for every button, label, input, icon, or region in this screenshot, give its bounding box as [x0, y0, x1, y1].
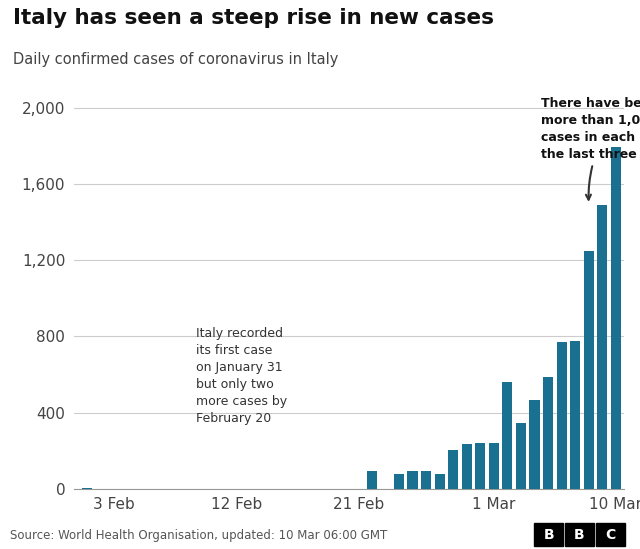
Bar: [502, 382, 513, 489]
Bar: [448, 450, 458, 489]
Bar: [394, 474, 404, 489]
Text: Source: World Health Organisation, updated: 10 Mar 06:00 GMT: Source: World Health Organisation, updat…: [10, 529, 387, 542]
Text: There have been
more than 1,000
cases in each of
the last three days: There have been more than 1,000 cases in…: [541, 97, 640, 200]
Bar: [476, 443, 485, 489]
Text: Daily confirmed cases of coronavirus in Italy: Daily confirmed cases of coronavirus in …: [13, 52, 338, 67]
Text: C: C: [605, 528, 616, 542]
Text: Italy recorded
its first case
on January 31
but only two
more cases by
February : Italy recorded its first case on January…: [196, 327, 287, 425]
Bar: [367, 471, 377, 489]
Bar: [597, 205, 607, 489]
Bar: [529, 400, 540, 489]
Bar: [611, 147, 621, 489]
Text: B: B: [574, 528, 585, 542]
Bar: [543, 377, 553, 489]
Bar: [408, 471, 417, 489]
Bar: [421, 471, 431, 489]
Bar: [584, 251, 594, 489]
Bar: [557, 343, 567, 489]
Bar: [489, 443, 499, 489]
Bar: [570, 340, 580, 489]
Bar: [516, 423, 526, 489]
Bar: [461, 444, 472, 489]
Text: B: B: [543, 528, 554, 542]
Text: Italy has seen a steep rise in new cases: Italy has seen a steep rise in new cases: [13, 8, 494, 28]
Bar: [435, 474, 445, 489]
